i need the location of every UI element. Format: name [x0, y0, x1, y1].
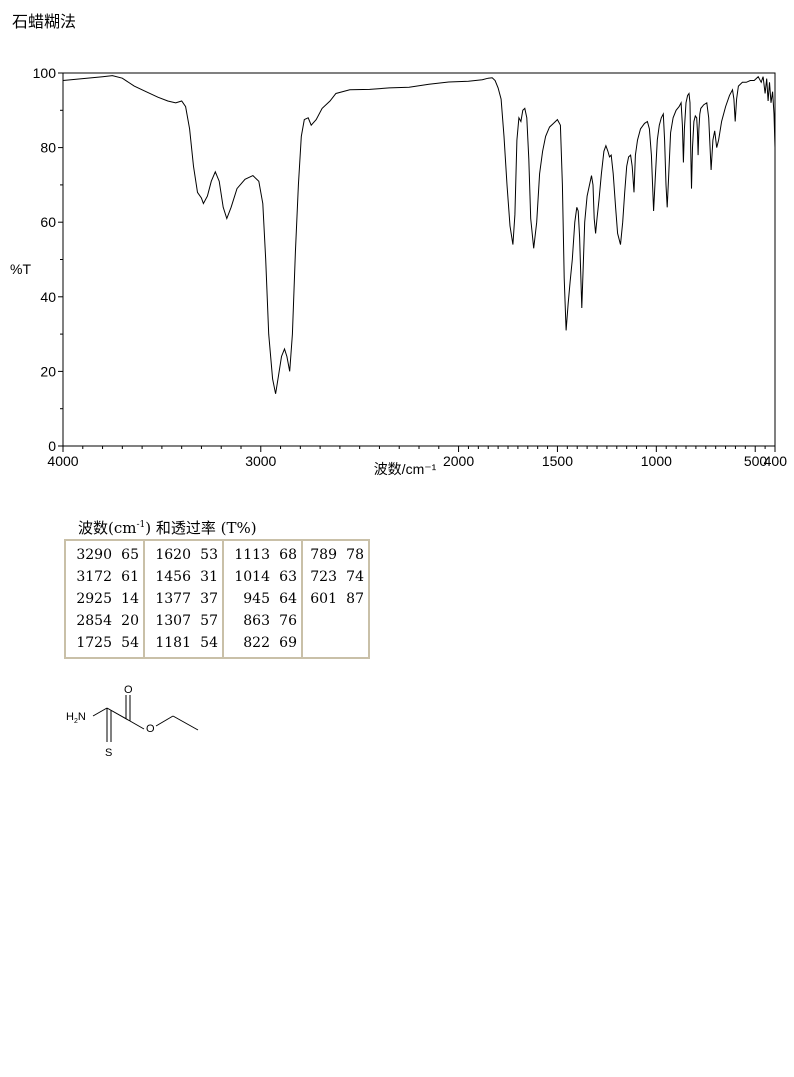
peak-entry: 1181 54 — [149, 632, 218, 654]
peak-entry: 1113 68 — [228, 544, 297, 566]
peak-transmittance: 64 — [279, 591, 297, 607]
peak-table-column: 3290 65 3172 61 2925 14 2854 20 1725 54 — [65, 540, 144, 658]
x-tick-label: 400 — [764, 453, 788, 469]
peak-wavenumber: 863 — [243, 613, 270, 629]
y-tick-label: 60 — [40, 214, 56, 230]
atom-carbonyl-o: O — [124, 684, 133, 696]
peak-entry: 3290 65 — [70, 544, 139, 566]
plot-frame — [62, 72, 776, 447]
structure-bonds — [92, 695, 199, 742]
y-tick-label: 20 — [40, 363, 56, 379]
peak-table: 3290 65 3172 61 2925 14 2854 20 1725 54 1620 53 1456… — [64, 539, 370, 659]
peak-transmittance: 37 — [200, 591, 218, 607]
peak-transmittance: 31 — [200, 569, 218, 585]
peak-table-title: 波数(cm-1) 和透过率 (T%) — [78, 517, 257, 538]
peak-wavenumber: 1456 — [155, 569, 191, 585]
peak-entry: 601 87 — [307, 588, 364, 610]
peak-wavenumber: 1620 — [155, 547, 191, 563]
peak-table-column: 1113 68 1014 63 945 64 863 76 822 69 — [223, 540, 302, 658]
atom-h2n: H2N — [66, 711, 86, 725]
peak-wavenumber: 1181 — [155, 635, 191, 651]
peak-transmittance: 63 — [279, 569, 297, 585]
peak-table-title-sup: -1 — [136, 520, 146, 530]
peak-wavenumber: 1113 — [234, 547, 270, 563]
bond-c2-oester — [129, 720, 145, 730]
y-tick-label: 0 — [48, 438, 56, 454]
peak-entry: 1456 31 — [149, 566, 218, 588]
x-tick-label: 3000 — [245, 453, 276, 469]
peak-entry: 822 69 — [228, 632, 297, 654]
x-tick-label: 500 — [744, 453, 768, 469]
peak-wavenumber: 2854 — [76, 613, 112, 629]
peak-transmittance: 54 — [121, 635, 139, 651]
peak-table-column: 789 78 723 74 601 87 — [302, 540, 369, 658]
peak-entry: 1620 53 — [149, 544, 218, 566]
peak-transmittance: 20 — [121, 613, 139, 629]
y-tick-label: 100 — [33, 65, 57, 81]
x-tick-label: 1500 — [542, 453, 573, 469]
spectrum-series-line — [62, 75, 776, 394]
x-tick-label: 4000 — [47, 453, 78, 469]
peak-table-title-suffix: ) 和透过率 (T%) — [145, 519, 257, 537]
peak-transmittance: 53 — [200, 547, 218, 563]
peak-entry: 723 74 — [307, 566, 364, 588]
peak-wavenumber: 1307 — [155, 613, 191, 629]
peak-table-column: 1620 53 1456 31 1377 37 1307 57 1181 54 — [144, 540, 223, 658]
peak-entry: 3172 61 — [70, 566, 139, 588]
peak-table-title-prefix: 波数(cm — [78, 519, 137, 537]
peak-table-row: 3290 65 3172 61 2925 14 2854 20 1725 54 1620 53 1456… — [65, 540, 369, 658]
y-tick-label: 80 — [40, 140, 56, 156]
peak-entry — [307, 632, 364, 654]
x-axis-label: 波数/cm⁻¹ — [374, 461, 437, 477]
peak-transmittance: 61 — [121, 569, 139, 585]
peak-transmittance: 57 — [200, 613, 218, 629]
peak-transmittance: 65 — [121, 547, 139, 563]
peak-entry: 863 76 — [228, 610, 297, 632]
peak-wavenumber: 601 — [310, 591, 337, 607]
peak-wavenumber: 2925 — [76, 591, 112, 607]
peak-entry: 1307 57 — [149, 610, 218, 632]
peak-wavenumber: 723 — [310, 569, 337, 585]
x-tick-label: 2000 — [443, 453, 474, 469]
y-axis-label: %T — [10, 261, 31, 277]
peak-entry: 2854 20 — [70, 610, 139, 632]
bond-c1-c2 — [106, 707, 131, 722]
peak-transmittance: 74 — [346, 569, 364, 585]
peak-entry: 1377 37 — [149, 588, 218, 610]
peak-transmittance: 54 — [200, 635, 218, 651]
bond-oester-ch2 — [155, 715, 174, 727]
y-tick-label: 40 — [40, 289, 56, 305]
peak-wavenumber: 1014 — [234, 569, 270, 585]
atom-s: S — [105, 747, 112, 759]
bond-n-c1 — [92, 707, 108, 717]
peak-transmittance: 14 — [121, 591, 139, 607]
bond-ch2-ch3 — [172, 715, 199, 731]
peak-transmittance: 78 — [346, 547, 364, 563]
method-label: 石蜡糊法 — [12, 12, 77, 31]
peak-transmittance: 69 — [279, 635, 297, 651]
peak-wavenumber: 3290 — [76, 547, 112, 563]
peak-entry: 2925 14 — [70, 588, 139, 610]
molecular-structure: H2N O O S — [66, 684, 199, 759]
peak-wavenumber: 1377 — [155, 591, 191, 607]
peak-entry — [307, 610, 364, 632]
x-tick-label: 1000 — [641, 453, 672, 469]
peak-wavenumber: 945 — [243, 591, 270, 607]
peak-entry: 1014 63 — [228, 566, 297, 588]
peak-wavenumber: 822 — [243, 635, 270, 651]
peak-entry: 1725 54 — [70, 632, 139, 654]
peak-entry: 945 64 — [228, 588, 297, 610]
peak-wavenumber: 3172 — [76, 569, 112, 585]
peak-transmittance: 87 — [346, 591, 364, 607]
peak-transmittance: 76 — [279, 613, 297, 629]
peak-wavenumber: 789 — [310, 547, 337, 563]
peak-transmittance: 68 — [279, 547, 297, 563]
atom-ester-o: O — [146, 723, 155, 735]
peak-entry: 789 78 — [307, 544, 364, 566]
peak-wavenumber: 1725 — [76, 635, 112, 651]
